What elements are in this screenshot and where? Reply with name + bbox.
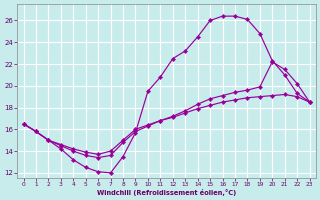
X-axis label: Windchill (Refroidissement éolien,°C): Windchill (Refroidissement éolien,°C) <box>97 189 236 196</box>
